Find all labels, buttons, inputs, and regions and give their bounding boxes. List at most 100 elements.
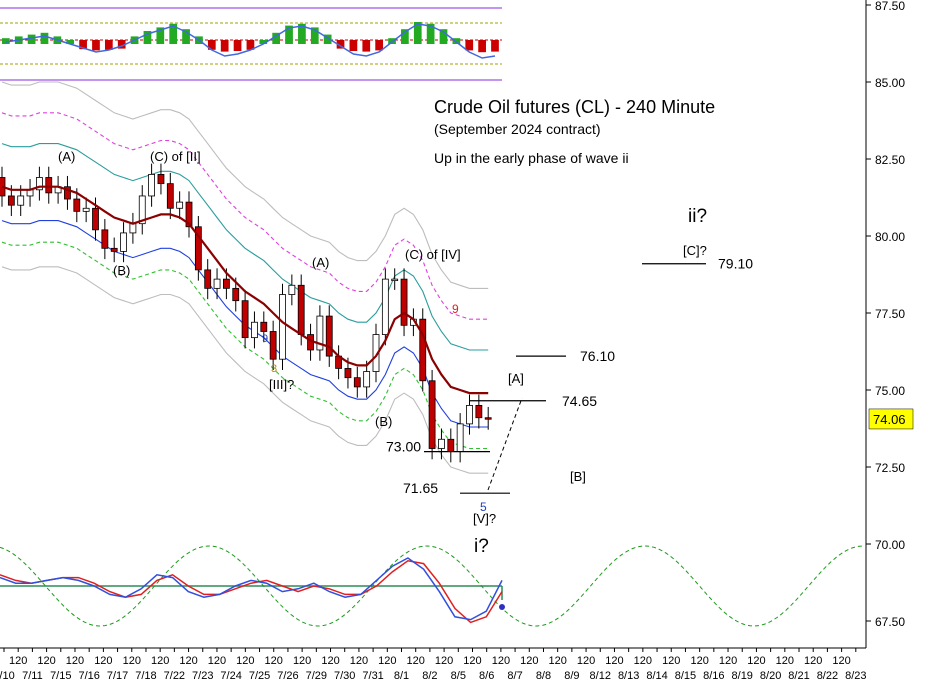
x-tick-label-0: 7/10 — [0, 670, 15, 682]
y-tick-label-7: 70.00 — [875, 538, 905, 552]
candle-body-16 — [148, 173, 156, 197]
candle-body-45 — [419, 318, 427, 382]
x-tick-label-19: 120 — [265, 655, 283, 667]
candle-body-42 — [391, 278, 399, 282]
upper-osc-bar-19 — [246, 40, 255, 50]
candle-body-37 — [344, 368, 352, 379]
candle-body-9 — [82, 207, 90, 212]
x-tick-label-34: 8/6 — [479, 670, 494, 682]
x-tick-label-9: 120 — [123, 655, 141, 667]
level-label-79.10: 79.10 — [718, 256, 753, 272]
candle-body-11 — [101, 229, 109, 249]
level-label-74.65: 74.65 — [562, 393, 597, 409]
candle-body-31 — [288, 284, 296, 295]
upper-osc-bar-17 — [220, 40, 229, 52]
candle-body-4 — [36, 177, 43, 191]
candle-body-46 — [428, 380, 436, 449]
candle-body-15 — [138, 195, 146, 225]
x-tick-label-26: 7/31 — [362, 670, 383, 682]
candle-body-12 — [110, 247, 118, 252]
upper-osc-bar-36 — [465, 40, 474, 51]
upper-osc-bar-23 — [298, 23, 306, 44]
upper-osc-bar-11 — [143, 31, 152, 44]
candle-body-14 — [129, 223, 137, 234]
x-tick-label-31: 120 — [435, 655, 453, 667]
x-tick-label-51: 120 — [719, 655, 737, 667]
upper-osc-bar-37 — [478, 40, 486, 53]
candle-body-32 — [297, 284, 305, 335]
last-price-box — [868, 408, 914, 430]
upper-oscillator-panel — [0, 7, 502, 81]
candle-body-23 — [213, 278, 221, 289]
x-tick-label-49: 120 — [690, 655, 708, 667]
upper-osc-bar-38 — [491, 40, 499, 52]
x-tick-label-23: 120 — [321, 655, 339, 667]
cycle-osc-last-point — [499, 604, 505, 610]
x-tick-label-30: 8/2 — [422, 670, 437, 682]
candle-body-30 — [279, 294, 286, 360]
upper-osc-bars — [2, 22, 499, 53]
upper-osc-bar-24 — [310, 27, 319, 44]
candle-body-2 — [17, 195, 25, 206]
x-tick-label-12: 7/22 — [164, 670, 185, 682]
upper-osc-bar-25 — [323, 34, 332, 44]
cycle-osc-red-line — [0, 560, 503, 624]
upper-osc-bar-6 — [79, 40, 87, 50]
envelope-bands — [1, 81, 489, 474]
chart-comment: Up in the early phase of wave ii — [434, 150, 629, 166]
level-label-76.10: 76.10 — [580, 348, 615, 364]
wave-label-c-of-iv: (C) of [IV] — [405, 247, 461, 262]
x-tick-label-59: 120 — [832, 655, 850, 667]
x-tick-label-48: 8/15 — [675, 670, 696, 682]
candle-body-39 — [363, 371, 371, 388]
upper-osc-bar-2 — [27, 34, 36, 44]
last-price-tag: 74.06 — [868, 408, 914, 430]
candle-body-49 — [456, 423, 464, 453]
count-5-blue: 5 — [480, 500, 487, 514]
candle-body-13 — [120, 232, 127, 252]
upper-osc-bar-8 — [104, 40, 113, 50]
x-tick-label-53: 120 — [747, 655, 765, 667]
x-tick-label-35: 120 — [492, 655, 510, 667]
x-axis: 7/10 120 7/11 120 7/15 120 7/16 120 7/17 120 7/18 1… — [0, 648, 867, 682]
wave-label-ii: ii? — [688, 206, 707, 227]
level-label-71.65: 71.65 — [403, 480, 438, 496]
y-tick-label-2: 82.50 — [875, 153, 905, 167]
x-tick-label-16: 7/24 — [220, 670, 241, 682]
cycle-osc-blue-line — [0, 557, 503, 621]
candle-body-5 — [45, 177, 53, 194]
wave-label-b-target: [B] — [570, 469, 586, 484]
cycle-projection-wave — [0, 545, 865, 627]
upper-osc-bar-12 — [156, 27, 165, 44]
x-tick-label-40: 8/9 — [564, 670, 579, 682]
upper-osc-bar-14 — [182, 29, 190, 44]
x-tick-label-55: 120 — [776, 655, 794, 667]
chart-subtitle: (September 2024 contract) — [434, 121, 601, 137]
x-tick-label-18: 7/25 — [249, 670, 270, 682]
x-tick-label-27: 120 — [378, 655, 396, 667]
band-outer-lower — [1, 266, 489, 474]
wave-label-i: i? — [474, 536, 489, 557]
target-levels: 79.10 76.10 74.65 73.00 71.65 — [386, 256, 753, 496]
candle-body-20 — [185, 201, 193, 228]
projected-path-dashed — [487, 397, 523, 491]
upper-osc-bar-26 — [336, 40, 345, 49]
candle-body-1 — [7, 195, 15, 206]
x-tick-label-36: 8/7 — [507, 670, 522, 682]
candle-body-35 — [325, 315, 333, 357]
x-tick-label-4: 7/15 — [50, 670, 71, 682]
wave-label-a-target: [A] — [508, 371, 524, 386]
y-tick-label-1: 85.00 — [875, 76, 905, 90]
count-3-gold: 3 — [271, 363, 277, 375]
x-tick-label-17: 120 — [236, 655, 254, 667]
upper-osc-bar-31 — [401, 29, 409, 44]
upper-osc-bar-33 — [426, 23, 435, 44]
x-tick-label-54: 8/20 — [760, 670, 781, 682]
candle-body-22 — [204, 269, 212, 289]
x-tick-label-7: 120 — [94, 655, 112, 667]
last-price-label: 74.06 — [873, 412, 906, 427]
x-tick-label-11: 120 — [151, 655, 169, 667]
x-tick-label-6: 7/16 — [78, 670, 99, 682]
x-tick-label-58: 8/22 — [817, 670, 838, 682]
